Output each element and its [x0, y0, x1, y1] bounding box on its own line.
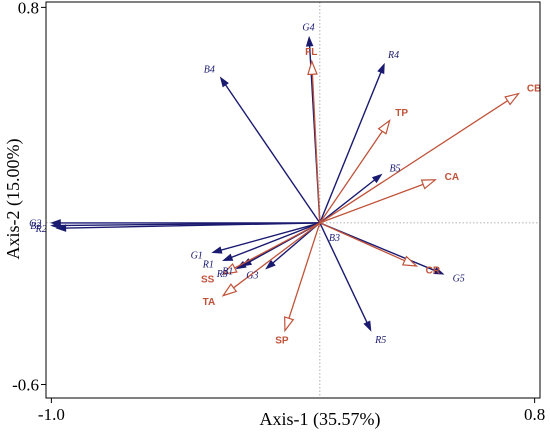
x-axis-title: Axis-1 (35.57%) [260, 409, 381, 430]
vector-label-tp: TP [395, 108, 408, 119]
vector-ca-line [319, 183, 424, 224]
vector-label-r5: R5 [374, 335, 386, 346]
vector-b5-line [319, 176, 379, 224]
vector-label-g5: G5 [453, 273, 465, 284]
vector-label-b3: B3 [329, 233, 340, 244]
vector-ta-arrowhead [221, 283, 238, 297]
vector-tp-arrowhead [377, 119, 391, 135]
vector-b2-arrowhead [50, 221, 61, 230]
vector-label-g1: G1 [191, 251, 203, 262]
vector-label-r4: R4 [387, 50, 399, 61]
vector-cr-line [319, 222, 405, 262]
vector-cb-arrowhead [504, 92, 521, 106]
y-tick-label: 0.8 [18, 0, 39, 17]
vector-g4-arrowhead [305, 35, 314, 47]
y-tick-label: -0.6 [12, 376, 39, 395]
vector-cr-arrowhead [401, 255, 419, 267]
vector-layer [50, 35, 521, 333]
vector-r4-arrowhead [377, 62, 385, 75]
vector-label-ta: TA [203, 297, 216, 308]
vector-ca-arrowhead [420, 179, 438, 190]
vector-r5-arrowhead [363, 320, 372, 332]
vector-label-r1: R1 [202, 260, 214, 271]
vector-g3-arrowhead [265, 259, 276, 270]
vector-fl-line [311, 74, 321, 223]
vector-label-cb: CB [527, 84, 541, 95]
vector-label-g2: G2 [29, 218, 41, 229]
vector-g3-line [268, 222, 321, 267]
vector-label-r3: R3 [216, 269, 228, 280]
axes: -1.0 0.8 -0.6 0.8 [12, 0, 545, 424]
vector-label-ca: CA [445, 172, 459, 183]
vector-ss-arrowhead [221, 262, 238, 275]
reference-lines [46, 2, 540, 398]
vector-label-sp: SP [275, 336, 289, 347]
vector-r1-line [226, 222, 321, 260]
vector-tp-line [319, 130, 383, 224]
vector-r1-arrowhead [222, 253, 234, 262]
vector-ss-line [234, 222, 321, 269]
vector-label-b5: B5 [389, 164, 400, 175]
vector-r2-line [60, 222, 320, 229]
vector-g5-arrowhead [433, 267, 445, 275]
vector-g1-line [216, 222, 321, 253]
vector-b4-arrowhead [219, 76, 229, 88]
vector-b5-arrowhead [371, 173, 383, 184]
vector-label-g4: G4 [302, 23, 314, 34]
vector-label-b2: B2 [30, 221, 41, 232]
vector-label-g3: G3 [246, 271, 258, 282]
vector-sp-arrowhead [284, 316, 295, 333]
vector-r2-arrowhead [55, 224, 67, 232]
vector-r5-line [319, 222, 370, 328]
vector-label-b1: B1 [222, 266, 233, 277]
vector-fl-arrowhead [307, 59, 318, 76]
y-axis-title: Axis-2 (15.00%) [3, 139, 24, 260]
vector-cb-line [319, 100, 508, 224]
x-tick-label: 0.8 [524, 405, 545, 424]
vector-ta-line [233, 222, 321, 289]
vector-label-ss: SS [201, 274, 215, 285]
vector-label-fl: FL [305, 47, 317, 58]
vector-g1-arrowhead [211, 246, 223, 254]
x-tick-label: -1.0 [38, 405, 65, 424]
vector-b4-line [222, 80, 321, 224]
vector-label-cr: CR [426, 266, 441, 277]
vector-sp-line [288, 222, 321, 319]
vector-label-b4: B4 [204, 65, 215, 76]
vector-r4-line [319, 67, 384, 224]
plot-frame [45, 1, 541, 399]
vector-label-r2: R2 [35, 224, 47, 235]
